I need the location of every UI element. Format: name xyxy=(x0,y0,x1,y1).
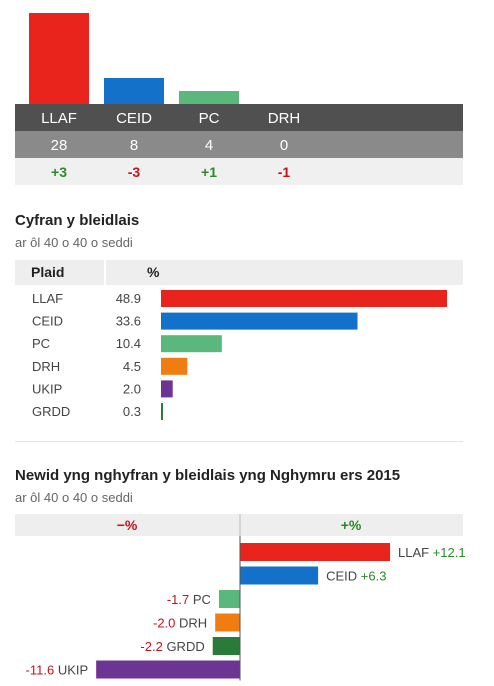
share-value-drh: 4.5 xyxy=(123,359,141,374)
change-header-positive: +% xyxy=(341,517,362,533)
seats-chart: LLAF 28 +3 CEID 8 -3 PC 4 +1 DRH 0 -1 xyxy=(15,13,463,185)
change-value-llaf: +12.1 xyxy=(433,545,466,560)
vote-change-title: Newid yng nghyfran y bleidlais yng Nghym… xyxy=(15,467,401,484)
change-value-pc: -1.7 xyxy=(167,592,193,607)
change-label-pc: -1.7 PC xyxy=(167,592,211,607)
share-value-ceid: 33.6 xyxy=(116,314,141,329)
change-bar-pc xyxy=(218,590,240,608)
party-row xyxy=(15,104,463,131)
seat-change-ceid: -3 xyxy=(128,164,141,180)
share-bar-ukip xyxy=(161,380,173,398)
seats-row xyxy=(15,131,463,158)
change-header-negative: −% xyxy=(117,517,138,533)
change-label-grdd: -2.2 GRDD xyxy=(140,639,204,654)
change-bar-grdd xyxy=(212,637,240,655)
change-label-ceid: CEID +6.3 xyxy=(326,569,386,584)
party-label-drh: DRH xyxy=(268,110,301,127)
share-label-grdd: GRDD xyxy=(32,404,70,419)
change-label-drh: -2.0 DRH xyxy=(153,616,207,631)
vote-change-subtitle: ar ôl 40 o 40 o seddi xyxy=(15,490,133,505)
change-label-llaf: LLAF +12.1 xyxy=(398,545,466,560)
share-label-pc: PC xyxy=(32,336,50,351)
change-value-ceid: +6.3 xyxy=(361,569,387,584)
share-header-pct: % xyxy=(147,264,160,280)
change-bar-llaf xyxy=(240,543,391,561)
seat-count-pc: 4 xyxy=(205,137,213,154)
change-bar-ukip xyxy=(96,660,240,679)
seat-bar-llaf xyxy=(29,13,89,104)
seat-change-drh: -1 xyxy=(278,164,291,180)
share-bar-ceid xyxy=(161,312,358,330)
seat-count-llaf: 28 xyxy=(51,137,68,154)
share-bar-pc xyxy=(161,335,222,353)
vote-share-title: Cyfran y bleidlais xyxy=(15,212,140,229)
change-bar-drh xyxy=(215,613,240,632)
vote-share-subtitle: ar ôl 40 o 40 o seddi xyxy=(15,235,133,250)
change-bar-ceid xyxy=(240,566,319,585)
section-divider xyxy=(15,441,463,442)
seat-bar-ceid xyxy=(104,78,164,104)
change-label-ukip: -11.6 UKIP xyxy=(26,663,89,678)
share-value-ukip: 2.0 xyxy=(123,381,141,396)
share-label-llaf: LLAF xyxy=(32,291,63,306)
share-bar-drh xyxy=(161,357,188,375)
share-label-ukip: UKIP xyxy=(32,381,62,396)
change-value-ukip: -11.6 xyxy=(26,663,58,678)
party-label-pc: PC xyxy=(199,110,220,127)
seat-count-ceid: 8 xyxy=(130,137,138,154)
seat-count-drh: 0 xyxy=(280,137,288,154)
share-value-llaf: 48.9 xyxy=(116,291,141,306)
party-label-ceid: CEID xyxy=(116,110,152,127)
share-label-ceid: CEID xyxy=(32,314,63,329)
change-value-drh: -2.0 xyxy=(153,616,179,631)
vote-share-chart: Plaid % LLAF 48.9 CEID 33.6 PC 10.4 DRH 4.5 UKIP 2.… xyxy=(15,260,463,420)
change-header xyxy=(15,514,463,536)
share-bar-grdd xyxy=(161,403,163,420)
seat-change-pc: +1 xyxy=(201,164,217,180)
change-row xyxy=(15,158,463,185)
seat-bar-pc xyxy=(179,91,239,104)
share-header-party: Plaid xyxy=(31,264,64,280)
share-value-pc: 10.4 xyxy=(116,336,141,351)
change-value-grdd: -2.2 xyxy=(140,639,166,654)
share-label-drh: DRH xyxy=(32,359,60,374)
share-value-grdd: 0.3 xyxy=(123,404,141,419)
share-header xyxy=(15,260,463,285)
seat-change-llaf: +3 xyxy=(51,164,67,180)
share-bar-llaf xyxy=(161,290,447,307)
party-label-llaf: LLAF xyxy=(41,110,77,127)
